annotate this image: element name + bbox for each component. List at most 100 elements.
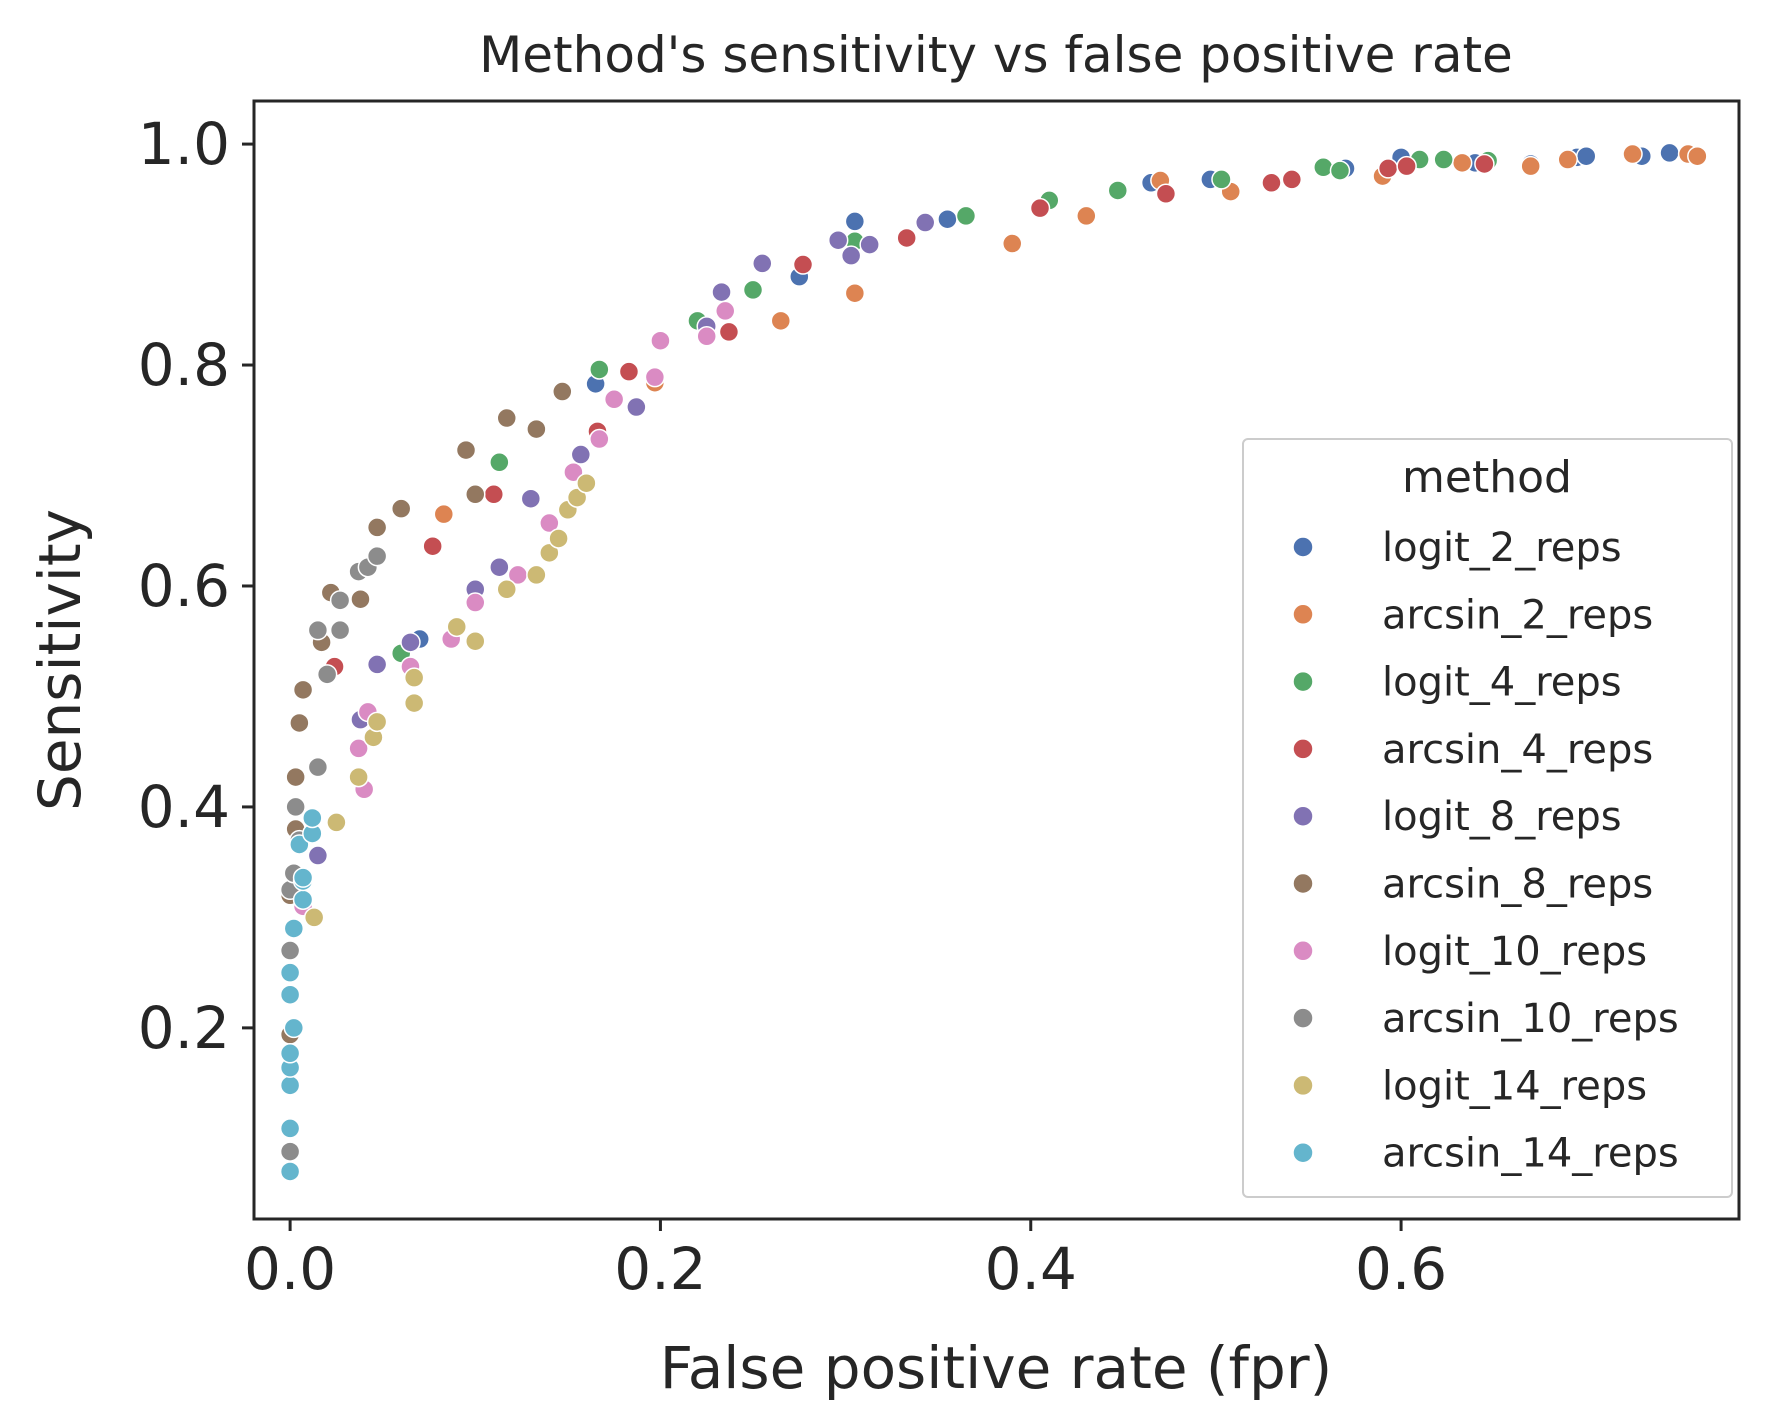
data-point xyxy=(718,321,740,343)
data-point xyxy=(1029,197,1051,219)
x-tick-label: 0.6 xyxy=(1355,1235,1447,1303)
legend-marker xyxy=(1292,603,1314,626)
data-point xyxy=(1313,157,1334,178)
plot-frame xyxy=(252,99,1741,1221)
x-tick-label: 0.4 xyxy=(985,1235,1077,1303)
data-point xyxy=(465,630,486,652)
data-point xyxy=(316,664,338,685)
data-point xyxy=(520,488,542,509)
data-point xyxy=(446,616,468,638)
data-point xyxy=(279,962,301,983)
legend-label: arcsin_14_reps xyxy=(1382,1131,1679,1177)
series-logit_14_reps xyxy=(303,472,597,928)
series-arcsin_4_reps xyxy=(324,153,1495,677)
data-point xyxy=(307,845,329,866)
data-point xyxy=(307,619,329,641)
legend-marker xyxy=(1292,872,1314,895)
x-axis-label: False positive rate (fpr) xyxy=(660,1334,1333,1402)
data-point xyxy=(1377,158,1399,179)
data-point xyxy=(570,444,592,465)
x-tick-label: 0.0 xyxy=(244,1235,336,1303)
y-axis-label: Sensitivity xyxy=(26,509,94,811)
data-point xyxy=(366,654,388,675)
data-point xyxy=(650,330,671,351)
data-point xyxy=(326,812,347,833)
legend-label: logit_14_reps xyxy=(1382,1063,1647,1109)
data-point xyxy=(1329,160,1351,181)
data-point xyxy=(292,889,314,910)
legend-box xyxy=(1242,438,1733,1198)
legend-label: arcsin_10_reps xyxy=(1382,996,1679,1042)
data-point xyxy=(1687,145,1708,167)
data-point xyxy=(1622,143,1643,165)
data-point xyxy=(603,389,625,410)
data-point xyxy=(465,592,486,613)
data-point xyxy=(302,807,323,829)
data-point xyxy=(840,245,862,266)
data-point xyxy=(696,326,717,347)
data-point xyxy=(279,1075,301,1096)
data-point xyxy=(937,208,958,230)
data-point xyxy=(348,738,369,759)
data-point xyxy=(859,234,880,255)
data-point xyxy=(552,381,573,402)
data-point xyxy=(279,984,301,1005)
data-point xyxy=(955,205,977,227)
legend-label: arcsin_2_reps xyxy=(1382,592,1653,638)
legend-marker xyxy=(1292,536,1314,558)
data-point xyxy=(1107,180,1129,201)
data-point xyxy=(366,545,388,567)
data-point xyxy=(618,361,640,382)
data-point xyxy=(303,907,325,928)
data-point xyxy=(433,503,455,525)
data-point xyxy=(366,517,388,538)
data-point xyxy=(566,487,588,508)
data-point xyxy=(1076,205,1097,227)
data-point xyxy=(589,428,610,450)
legend-label: arcsin_8_reps xyxy=(1382,862,1653,908)
data-point xyxy=(292,867,314,888)
y-tick-label: 1.0 xyxy=(138,110,230,178)
data-point xyxy=(279,1141,301,1162)
data-point xyxy=(563,461,584,483)
chart-title: Method's sensitivity vs false positive r… xyxy=(479,26,1513,84)
data-point xyxy=(483,484,505,505)
data-point xyxy=(329,590,351,611)
legend-marker xyxy=(1292,805,1314,827)
legend-title: method xyxy=(1402,452,1572,503)
data-point xyxy=(752,253,773,274)
data-point xyxy=(283,918,305,939)
data-point xyxy=(289,712,310,734)
data-point xyxy=(403,667,425,688)
legend-marker xyxy=(1292,738,1314,760)
series-logit_8_reps xyxy=(307,212,936,866)
data-point xyxy=(770,310,792,332)
legend-items: logit_2_reps arcsin_2_reps logit_4_repsarc… xyxy=(1292,525,1679,1177)
y-tick-label: 0.6 xyxy=(138,552,230,620)
data-point xyxy=(792,254,814,275)
data-point xyxy=(1281,169,1303,190)
legend-marker xyxy=(1292,940,1314,962)
data-point xyxy=(279,940,301,961)
legend-label: logit_4_reps xyxy=(1382,660,1622,706)
data-point xyxy=(496,579,517,600)
y-tick-label: 0.8 xyxy=(138,331,230,399)
data-point xyxy=(489,452,510,473)
legend-marker xyxy=(1292,1141,1314,1164)
data-point xyxy=(548,528,569,549)
axis-ticks: 0.0 0.2 0.4 0.6 0.2 0.4 0.6 0.8 1.0 xyxy=(138,110,1447,1303)
data-point xyxy=(1211,169,1232,190)
y-tick-label: 0.4 xyxy=(138,773,230,841)
data-point xyxy=(400,632,421,653)
data-point xyxy=(285,766,306,788)
data-point xyxy=(526,418,547,440)
data-point xyxy=(348,766,369,788)
data-point xyxy=(827,229,849,251)
series-arcsin_8_reps xyxy=(279,381,573,1045)
data-point xyxy=(1155,183,1177,205)
data-point xyxy=(1001,233,1023,254)
data-point xyxy=(1396,155,1417,177)
data-point xyxy=(455,439,477,461)
data-point xyxy=(1433,149,1454,170)
